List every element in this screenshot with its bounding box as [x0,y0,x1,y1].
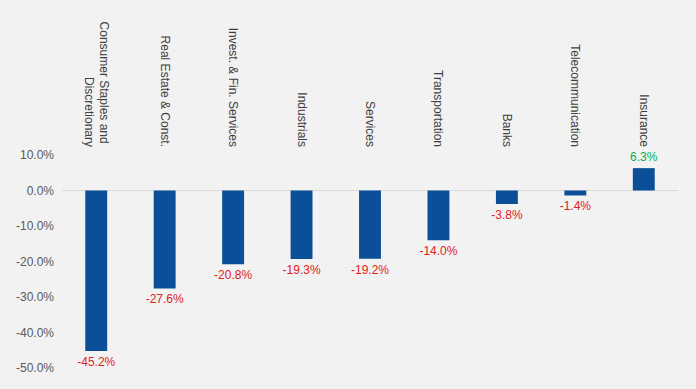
svg-text:Real Estate & Const.: Real Estate & Const. [158,36,172,147]
svg-text:-19.3%: -19.3% [283,263,321,277]
svg-text:Transportation: Transportation [431,70,445,147]
svg-text:Banks: Banks [500,114,514,147]
svg-text:Telecommunication: Telecommunication [568,44,582,147]
svg-text:-27.6%: -27.6% [146,292,184,306]
svg-text:Consumer Staples and: Consumer Staples and [97,22,111,147]
svg-text:0.0%: 0.0% [27,184,55,198]
svg-text:Discretionary: Discretionary [82,77,96,147]
svg-text:-30.0%: -30.0% [16,290,54,304]
svg-text:-19.2%: -19.2% [351,263,389,277]
svg-text:Services: Services [363,101,377,147]
svg-text:-20.0%: -20.0% [16,255,54,269]
svg-text:-14.0%: -14.0% [419,244,457,258]
svg-text:-10.0%: -10.0% [16,219,54,233]
svg-text:-3.8%: -3.8% [491,208,523,222]
svg-text:-20.8%: -20.8% [214,268,252,282]
svg-text:-45.2%: -45.2% [77,355,115,369]
svg-text:Invest. & Fin. Services: Invest. & Fin. Services [226,28,240,147]
svg-text:-40.0%: -40.0% [16,326,54,340]
svg-text:Insurance: Insurance [637,94,651,147]
svg-text:Industrials: Industrials [295,92,309,147]
svg-text:10.0%: 10.0% [20,148,54,162]
svg-text:6.3%: 6.3% [630,150,658,164]
svg-text:-1.4%: -1.4% [560,199,592,213]
svg-text:-50.0%: -50.0% [16,361,54,375]
